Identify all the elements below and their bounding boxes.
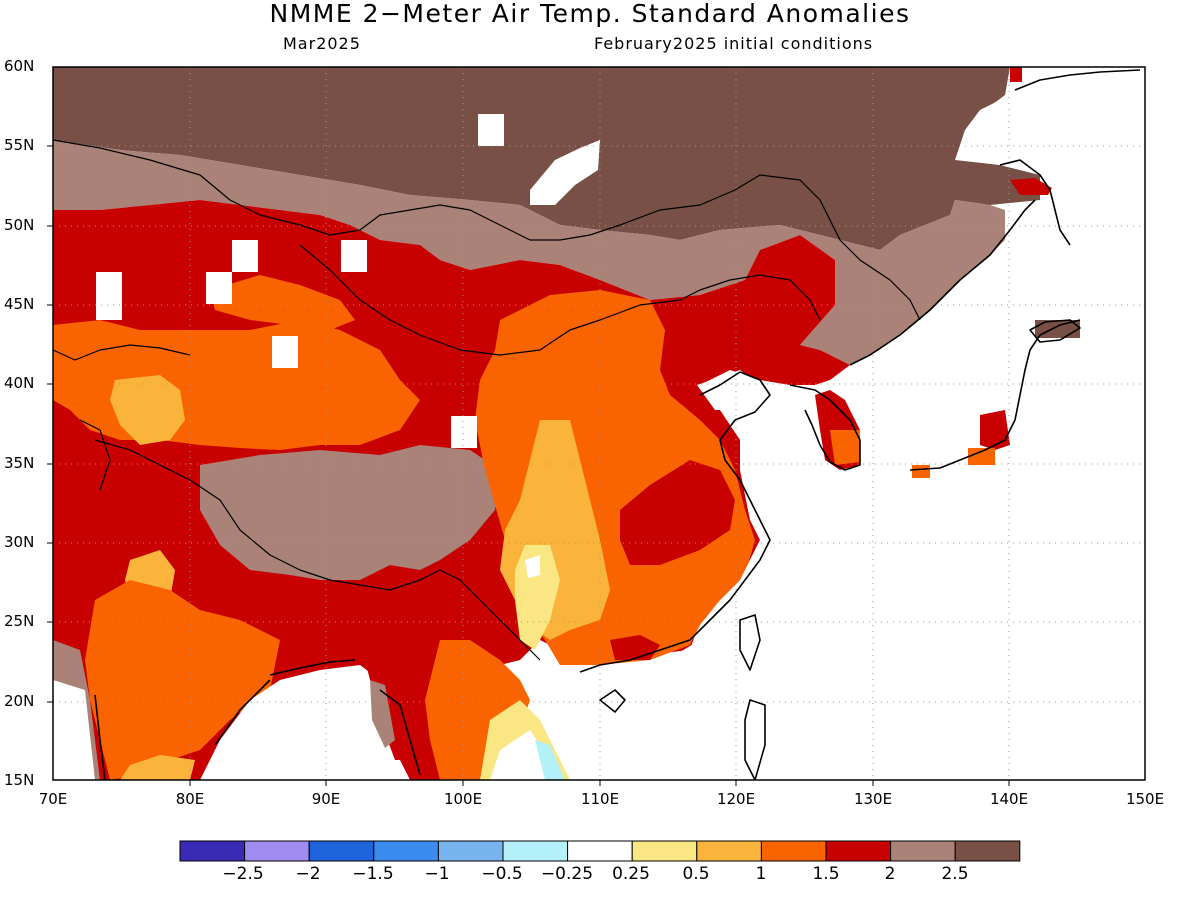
lat-label-15n: 15N [4,771,35,789]
anomaly-region-0p5to1-west [110,375,185,445]
colorbar-swatch [179,840,246,862]
graticule [53,67,1145,780]
map-frame [52,66,1146,781]
lon-label-100e: 100E [443,790,483,808]
lake-patch [478,114,504,146]
colorbar-label: 1.5 [812,864,840,884]
lake-bohai [697,370,760,410]
colorbar-swatch [244,840,310,862]
map-title: NMME 2−Meter Air Temp. Standard Anomalie… [269,0,911,28]
colorbar-label: −0.25 [540,864,594,884]
anomaly-region-korea-orange [830,430,860,465]
colorbar-label: 0.5 [682,864,710,884]
colorbar-label: 1 [755,864,767,884]
lat-label-40n: 40N [4,374,35,392]
lake-baikal [530,140,600,205]
lake-qinghai [451,416,477,448]
colorbar-swatch [437,840,504,862]
ocean-sea-of-okhotsk [960,67,1145,250]
anomaly-region-1p5to2-east [620,460,735,565]
lon-label-130e: 130E [853,790,893,808]
colorbar-swatch [502,840,569,862]
anomaly-region-japan-honshu [980,410,1010,450]
borders [53,139,921,661]
anomaly-region-india-orange [85,580,280,780]
axis-ticks [47,145,1010,786]
colorbar-swatch [567,840,633,862]
colorbar-label: −1 [424,864,450,884]
anomaly-region-hokkaido [1035,320,1080,338]
lon-label-110e: 110E [580,790,620,808]
lake-patch [206,272,232,304]
ocean-arabian-sea [53,680,95,780]
lon-label-120e: 120E [716,790,756,808]
lake-balkhash [96,272,122,320]
anomaly-region-2to2p5-belt [53,140,1005,365]
anomaly-region-sakhalin [1010,178,1052,195]
colorbar-label: 2 [884,864,896,884]
lat-label-50n: 50N [4,216,35,234]
initial-conditions-label: February2025 initial conditions [594,34,874,53]
lat-label-20n: 20N [4,692,35,710]
anomaly-field [53,67,1145,780]
colorbar-swatch [696,840,762,862]
anomaly-region-japan-kyushu [912,465,930,478]
anomaly-region-tibet [200,445,500,580]
lake-patch [232,240,258,272]
lat-label-60n: 60N [4,57,35,75]
anomaly-region-1to1p5-upper [210,275,355,330]
colorbar-label: −2.5 [222,864,264,884]
lake-patch [341,240,367,272]
colorbar-swatch [890,840,956,862]
anomaly-region-india-yellow [120,755,195,780]
lon-label-80e: 80E [175,790,205,808]
lon-label-70e: 70E [38,790,68,808]
colorbar-swatch [631,840,698,862]
colorbar-swatch [373,840,439,862]
lon-label-150e: 150E [1125,790,1165,808]
colorbar-label: −1.5 [352,864,394,884]
anomaly-region-indochina-cool [535,740,565,780]
lake-patch [272,336,298,368]
colorbar-swatch [760,840,827,862]
lon-label-90e: 90E [311,790,341,808]
colorbar-label: 0.25 [612,864,650,884]
colorbar-swatch [308,840,375,862]
coastlines [94,69,1141,780]
colorbar-swatch [954,840,1021,862]
colorbar [179,840,1021,862]
anomaly-region-0p25to0p5 [515,545,560,650]
lat-label-35n: 35N [4,454,35,472]
lon-label-140e: 140E [989,790,1029,808]
lat-label-30n: 30N [4,533,35,551]
lat-label-25n: 25N [4,612,35,630]
colorbar-label: −2 [295,864,321,884]
lat-label-55n: 55N [4,136,35,154]
colorbar-label: −0.5 [481,864,523,884]
colorbar-label: 2.5 [941,864,969,884]
ocean-bay-of-bengal [200,665,410,780]
ocean-pacific [570,250,1145,780]
lat-label-45n: 45N [4,295,35,313]
anomaly-region-okhotsk-red [1010,67,1022,82]
colorbar-swatch [825,840,892,862]
anomaly-region-myanmar-brown [370,680,395,748]
anomaly-region-neutral-core [525,555,540,578]
anomaly-region-2p5-north [53,67,1040,250]
anomaly-region-japan-orange [968,448,995,465]
valid-month-label: Mar2025 [283,34,361,53]
